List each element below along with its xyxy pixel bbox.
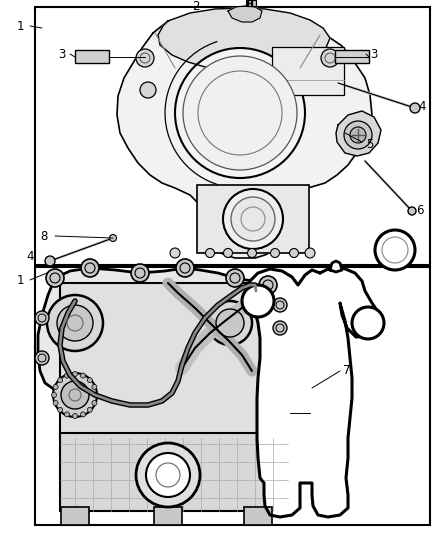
Text: 3: 3 bbox=[58, 47, 66, 61]
Circle shape bbox=[81, 412, 85, 417]
Text: 4: 4 bbox=[418, 100, 426, 112]
Circle shape bbox=[170, 248, 180, 258]
Bar bbox=[272, 47, 344, 95]
Circle shape bbox=[408, 207, 416, 215]
Circle shape bbox=[175, 48, 305, 178]
Circle shape bbox=[46, 269, 64, 287]
Circle shape bbox=[92, 384, 97, 390]
Text: 3: 3 bbox=[370, 47, 378, 61]
Bar bbox=[60, 433, 288, 511]
Circle shape bbox=[352, 307, 384, 339]
Circle shape bbox=[45, 256, 55, 266]
Text: 1: 1 bbox=[16, 20, 24, 33]
Circle shape bbox=[35, 311, 49, 325]
Bar bbox=[35, 267, 430, 525]
Circle shape bbox=[131, 264, 149, 282]
Circle shape bbox=[242, 285, 274, 317]
Polygon shape bbox=[330, 261, 342, 272]
Circle shape bbox=[223, 248, 233, 257]
Circle shape bbox=[273, 298, 287, 312]
Circle shape bbox=[93, 392, 99, 398]
Bar bbox=[244, 507, 272, 525]
Circle shape bbox=[52, 392, 57, 398]
Circle shape bbox=[321, 49, 339, 67]
Circle shape bbox=[73, 414, 78, 418]
Circle shape bbox=[58, 378, 63, 383]
Bar bbox=[60, 283, 288, 438]
Circle shape bbox=[183, 56, 297, 170]
Text: 2: 2 bbox=[192, 0, 200, 12]
Bar bbox=[154, 507, 182, 525]
Circle shape bbox=[53, 384, 58, 390]
Text: 7: 7 bbox=[343, 365, 351, 377]
Circle shape bbox=[58, 407, 63, 413]
Text: 1: 1 bbox=[16, 273, 24, 287]
Bar bbox=[61, 507, 89, 525]
Bar bbox=[335, 50, 369, 63]
Text: 4: 4 bbox=[26, 251, 34, 263]
Circle shape bbox=[259, 276, 277, 294]
Circle shape bbox=[226, 269, 244, 287]
Circle shape bbox=[146, 453, 190, 497]
Circle shape bbox=[61, 381, 89, 409]
Text: 6: 6 bbox=[416, 205, 424, 217]
Circle shape bbox=[231, 197, 275, 241]
Circle shape bbox=[87, 407, 92, 413]
Circle shape bbox=[64, 373, 70, 378]
Circle shape bbox=[271, 248, 279, 257]
Circle shape bbox=[350, 127, 366, 143]
Polygon shape bbox=[158, 8, 330, 69]
Bar bbox=[197, 185, 309, 253]
Circle shape bbox=[47, 295, 103, 351]
Circle shape bbox=[216, 309, 244, 337]
Polygon shape bbox=[248, 268, 380, 517]
Circle shape bbox=[73, 372, 78, 376]
Polygon shape bbox=[38, 268, 282, 390]
Circle shape bbox=[57, 305, 93, 341]
Circle shape bbox=[87, 378, 92, 383]
Circle shape bbox=[247, 248, 257, 257]
Circle shape bbox=[223, 189, 283, 249]
Circle shape bbox=[305, 248, 315, 258]
Bar bbox=[75, 50, 109, 63]
Polygon shape bbox=[228, 6, 262, 22]
Circle shape bbox=[344, 121, 372, 149]
Circle shape bbox=[410, 103, 420, 113]
Circle shape bbox=[290, 248, 299, 257]
Circle shape bbox=[110, 235, 117, 241]
Circle shape bbox=[81, 373, 85, 378]
Circle shape bbox=[136, 443, 200, 507]
Circle shape bbox=[375, 230, 415, 270]
Circle shape bbox=[64, 412, 70, 417]
Circle shape bbox=[176, 259, 194, 277]
Circle shape bbox=[205, 248, 215, 257]
Circle shape bbox=[35, 351, 49, 365]
Polygon shape bbox=[117, 15, 372, 258]
Bar bbox=[246, 0, 256, 6]
Circle shape bbox=[53, 373, 97, 417]
Text: 5: 5 bbox=[366, 139, 374, 151]
Circle shape bbox=[53, 400, 58, 406]
Circle shape bbox=[208, 301, 252, 345]
Bar bbox=[35, 7, 430, 265]
Text: 8: 8 bbox=[40, 230, 48, 243]
Circle shape bbox=[92, 400, 97, 406]
Circle shape bbox=[273, 321, 287, 335]
Polygon shape bbox=[336, 111, 381, 156]
Circle shape bbox=[81, 259, 99, 277]
Circle shape bbox=[140, 82, 156, 98]
Circle shape bbox=[136, 49, 154, 67]
